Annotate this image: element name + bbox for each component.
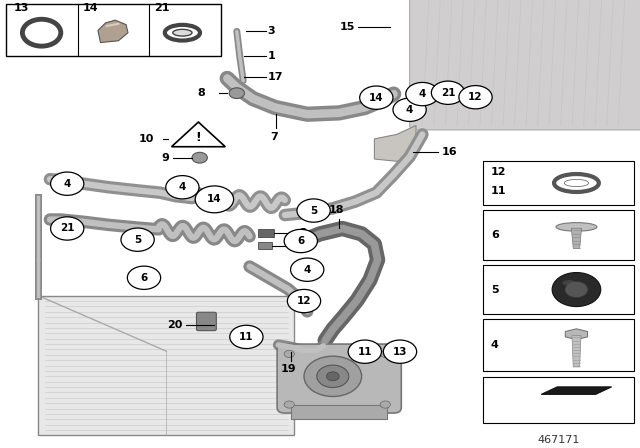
Circle shape xyxy=(291,258,324,281)
Text: 19: 19 xyxy=(280,364,296,374)
Circle shape xyxy=(284,401,294,408)
Circle shape xyxy=(230,325,263,349)
Ellipse shape xyxy=(556,223,597,231)
Text: 4: 4 xyxy=(419,89,426,99)
Text: 1: 1 xyxy=(300,241,307,250)
Text: 7: 7 xyxy=(270,132,278,142)
Text: 14: 14 xyxy=(369,93,383,103)
Text: 18: 18 xyxy=(328,205,344,215)
Text: 21: 21 xyxy=(441,88,455,98)
Circle shape xyxy=(192,152,207,163)
Polygon shape xyxy=(565,329,588,340)
Text: 2: 2 xyxy=(300,228,307,238)
Circle shape xyxy=(431,81,465,104)
Text: 14: 14 xyxy=(207,194,221,204)
Circle shape xyxy=(552,272,601,306)
Circle shape xyxy=(326,372,339,381)
Bar xyxy=(483,319,634,371)
Text: 10: 10 xyxy=(138,134,154,144)
Text: 9: 9 xyxy=(162,153,170,163)
Ellipse shape xyxy=(564,179,589,186)
Text: 12: 12 xyxy=(491,167,506,177)
Text: 12: 12 xyxy=(297,296,311,306)
Polygon shape xyxy=(98,20,128,43)
Text: 15: 15 xyxy=(340,22,355,32)
Circle shape xyxy=(195,186,234,213)
Text: 11: 11 xyxy=(491,186,506,196)
Ellipse shape xyxy=(165,25,200,40)
Circle shape xyxy=(380,401,390,408)
Text: 8: 8 xyxy=(197,88,205,98)
Text: 5: 5 xyxy=(134,235,141,245)
Circle shape xyxy=(304,356,362,396)
FancyBboxPatch shape xyxy=(196,312,216,331)
Circle shape xyxy=(51,217,84,240)
Bar xyxy=(483,210,634,260)
Text: 11: 11 xyxy=(358,347,372,357)
Circle shape xyxy=(121,228,154,251)
Text: 1: 1 xyxy=(268,51,275,61)
Polygon shape xyxy=(541,387,612,394)
Text: 4: 4 xyxy=(491,340,499,350)
Circle shape xyxy=(393,98,426,121)
Polygon shape xyxy=(374,125,416,161)
Polygon shape xyxy=(572,336,581,367)
Text: 6: 6 xyxy=(140,273,148,283)
Bar xyxy=(38,296,294,435)
Circle shape xyxy=(297,199,330,222)
Bar xyxy=(483,161,634,205)
Text: 5: 5 xyxy=(310,206,317,215)
Text: 20: 20 xyxy=(167,320,182,330)
Circle shape xyxy=(284,350,294,358)
Text: 12: 12 xyxy=(468,92,483,102)
Text: 6: 6 xyxy=(297,236,305,246)
Circle shape xyxy=(317,365,349,388)
Circle shape xyxy=(380,350,390,358)
Text: 4: 4 xyxy=(303,265,311,275)
Ellipse shape xyxy=(173,29,192,36)
Text: 4: 4 xyxy=(406,105,413,115)
Circle shape xyxy=(459,86,492,109)
Text: 21: 21 xyxy=(154,3,170,13)
Circle shape xyxy=(348,340,381,363)
Text: 5: 5 xyxy=(491,284,499,294)
FancyBboxPatch shape xyxy=(277,344,401,413)
Text: 13: 13 xyxy=(14,3,29,13)
Bar xyxy=(258,229,274,237)
Circle shape xyxy=(287,289,321,313)
Circle shape xyxy=(565,281,588,297)
Circle shape xyxy=(166,176,199,199)
Ellipse shape xyxy=(554,174,599,192)
Circle shape xyxy=(51,172,84,195)
Circle shape xyxy=(383,340,417,363)
Circle shape xyxy=(360,86,393,109)
Text: 11: 11 xyxy=(239,332,253,342)
Text: 17: 17 xyxy=(268,72,283,82)
Circle shape xyxy=(406,82,439,106)
Bar xyxy=(258,242,272,249)
Circle shape xyxy=(284,229,317,253)
Text: 4: 4 xyxy=(63,179,71,189)
Circle shape xyxy=(229,88,244,99)
Text: 13: 13 xyxy=(393,347,407,357)
Ellipse shape xyxy=(563,280,575,285)
Bar xyxy=(483,377,634,423)
Text: !: ! xyxy=(196,131,201,145)
Text: 14: 14 xyxy=(83,3,99,13)
Polygon shape xyxy=(172,122,225,147)
Bar xyxy=(291,405,387,419)
Text: 21: 21 xyxy=(60,224,74,233)
Text: 3: 3 xyxy=(268,26,275,36)
Circle shape xyxy=(22,19,61,46)
FancyBboxPatch shape xyxy=(410,0,640,130)
Polygon shape xyxy=(572,228,582,248)
Circle shape xyxy=(127,266,161,289)
Text: 467171: 467171 xyxy=(537,435,580,444)
Bar xyxy=(6,4,221,56)
Text: 4: 4 xyxy=(179,182,186,192)
Text: 16: 16 xyxy=(442,147,457,157)
Bar xyxy=(483,265,634,314)
Text: 6: 6 xyxy=(491,230,499,240)
